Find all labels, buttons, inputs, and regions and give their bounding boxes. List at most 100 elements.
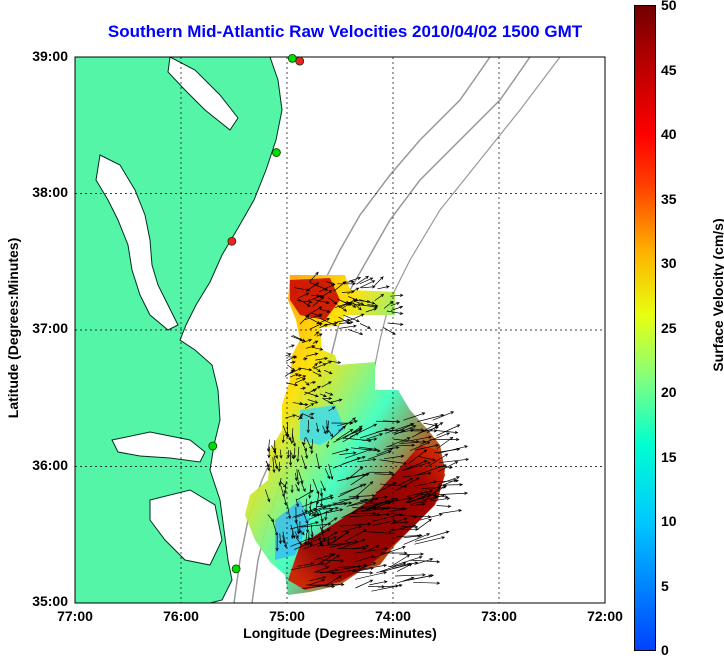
velocity-arrow: [414, 536, 446, 545]
velocity-arrow: [309, 496, 334, 504]
velocity-arrow: [314, 331, 320, 336]
velocity-arrow: [408, 427, 425, 432]
velocity-arrow: [340, 525, 363, 533]
delaware-bay: [167, 57, 239, 131]
velocity-arrow: [290, 562, 325, 571]
velocity-arrow: [410, 495, 438, 505]
velocity-arrow: [375, 482, 398, 494]
velocity-arrow: [286, 422, 290, 438]
velocity-arrow: [426, 422, 444, 434]
velocity-arrow: [393, 423, 415, 434]
velocity-arrow: [371, 583, 403, 592]
velocity-arrow: [389, 554, 411, 568]
y-tick-label: 35:00: [32, 593, 68, 609]
velocity-arrow: [315, 570, 336, 575]
velocity-arrow: [322, 425, 327, 435]
velocity-arrow: [313, 366, 322, 373]
velocity-arrow: [416, 518, 432, 531]
velocity-arrow: [410, 502, 426, 507]
velocity-arrow: [346, 466, 364, 481]
colorbar-tick: 35: [661, 191, 677, 207]
velocity-arrow: [337, 473, 366, 482]
velocity-arrow: [312, 340, 319, 344]
velocity-arrow: [265, 460, 270, 468]
x-tick-label: 76:00: [163, 608, 199, 624]
velocity-arrow: [399, 552, 425, 556]
colorbar-tick: 45: [661, 62, 677, 78]
velocity-arrow: [296, 300, 313, 304]
velocity-arrow: [420, 432, 451, 445]
velocity-arrow: [414, 558, 434, 565]
velocity-arrow: [304, 306, 323, 317]
velocity-arrow: [325, 281, 336, 286]
velocity-arrow: [296, 446, 300, 463]
velocity-arrow: [295, 375, 307, 380]
velocity-arrow: [418, 426, 439, 434]
velocity-arrow: [424, 486, 441, 501]
velocity-arrow: [279, 449, 283, 459]
velocity-arrow: [288, 449, 293, 467]
velocity-arrow: [343, 314, 360, 323]
velocity-arrow: [308, 484, 312, 499]
velocity-arrow: [290, 428, 294, 445]
velocity-arrow: [372, 519, 397, 526]
velocity-arrow: [414, 530, 450, 542]
velocity-arrow: [356, 481, 374, 496]
velocity-arrow: [306, 584, 336, 589]
velocity-arrow: [359, 495, 388, 501]
grid-lines: [75, 57, 605, 603]
velocity-arrow: [290, 537, 312, 547]
velocity-arrow: [332, 448, 350, 455]
velocity-arrow: [352, 567, 375, 573]
velocity-arrow: [305, 437, 312, 450]
velocity-arrow: [327, 429, 334, 438]
velocity-arrow: [390, 302, 400, 307]
velocity-arrow: [376, 448, 394, 456]
velocity-arrow: [360, 304, 379, 309]
velocity-arrow: [336, 563, 368, 571]
velocity-arrow: [347, 313, 365, 322]
velocity-arrow: [316, 333, 323, 337]
velocity-arrow: [379, 459, 408, 465]
velocity-arrow: [298, 413, 303, 421]
velocity-arrow: [338, 538, 366, 550]
velocity-arrow: [292, 334, 306, 342]
velocity-arrow: [383, 454, 405, 460]
velocity-arrow: [361, 285, 376, 289]
velocity-arrow: [361, 500, 389, 509]
velocity-arrow: [311, 508, 344, 517]
velocity-arrow: [310, 312, 323, 317]
velocity-arrow: [338, 316, 351, 325]
velocity-arrow: [296, 373, 303, 377]
velocity-arrow: [311, 346, 324, 351]
velocity-arrow: [338, 299, 357, 309]
velocity-arrow: [306, 420, 310, 434]
velocity-arrow: [413, 581, 441, 585]
velocity-arrow: [281, 434, 285, 444]
velocity-arrow: [326, 420, 330, 434]
velocity-arrow: [399, 440, 427, 445]
velocity-arrow: [429, 479, 458, 491]
velocity-arrow: [435, 430, 459, 434]
velocity-arrow: [304, 381, 310, 386]
velocity-arrow: [345, 429, 362, 437]
velocity-arrow: [359, 277, 374, 285]
colorbar-tick: 5: [661, 578, 669, 594]
velocity-arrow: [302, 437, 306, 446]
velocity-arrow: [402, 574, 433, 582]
velocity-arrow: [356, 275, 369, 285]
velocity-arrow: [264, 489, 271, 503]
velocity-arrow: [310, 582, 345, 587]
velocity-arrow: [401, 435, 433, 443]
velocity-arrow: [309, 576, 327, 582]
station-marker: [208, 441, 218, 451]
velocity-arrow: [322, 506, 340, 510]
velocity-arrow: [277, 461, 281, 473]
velocity-arrow: [328, 464, 334, 481]
velocity-arrow: [382, 420, 401, 424]
velocity-arrow: [395, 573, 426, 577]
velocity-arrow: [359, 299, 376, 305]
velocity-arrow: [383, 300, 394, 309]
velocity-arrow: [304, 389, 317, 395]
velocity-arrow: [295, 378, 307, 384]
